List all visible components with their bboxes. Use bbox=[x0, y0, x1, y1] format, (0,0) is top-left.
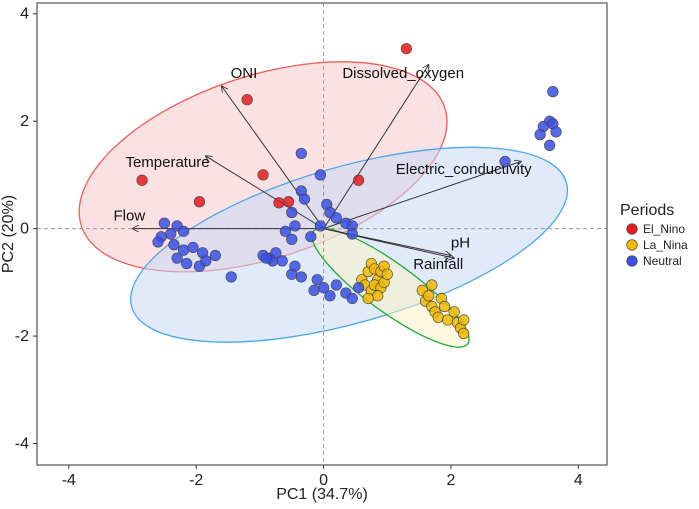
loading-arrow-electric-conductivity bbox=[323, 161, 521, 230]
data-point-neutral bbox=[544, 139, 556, 151]
data-point-el-nino bbox=[282, 196, 295, 208]
data-point-la-nina bbox=[372, 290, 384, 302]
loading-label-dissolved-oxygen: Dissolved_oxygen bbox=[342, 65, 464, 82]
data-point-neutral bbox=[346, 292, 358, 305]
data-point-neutral bbox=[324, 290, 336, 302]
data-point-la-nina bbox=[458, 327, 470, 339]
data-point-neutral bbox=[158, 217, 170, 229]
loading-label-ph: pH bbox=[451, 234, 470, 251]
data-point-neutral bbox=[330, 279, 342, 291]
data-point-neutral bbox=[286, 206, 298, 219]
y-axis-title: PC2 (20%) bbox=[0, 195, 17, 273]
x-tick-label: 0 bbox=[319, 472, 328, 489]
axes-layer: -4 -2 0 2 4 -4 -2 0 2 4 PC1 (34.7%) PC2 (20%) bbox=[0, 6, 583, 503]
legend-swatch-neutral bbox=[626, 255, 638, 267]
data-point-neutral bbox=[165, 228, 177, 240]
data-point-neutral bbox=[346, 228, 358, 240]
data-point-el-nino bbox=[193, 196, 206, 208]
x-tick-label: 2 bbox=[447, 472, 456, 489]
data-point-neutral bbox=[499, 155, 511, 168]
data-point-el-nino bbox=[273, 197, 285, 209]
data-point-neutral bbox=[286, 268, 298, 280]
y-tick-label: 4 bbox=[20, 6, 29, 23]
x-tick-label: 4 bbox=[574, 472, 583, 489]
x-axis-title: PC1 (34.7%) bbox=[276, 486, 368, 503]
data-point-neutral bbox=[317, 282, 330, 294]
data-point-la-nina bbox=[432, 311, 444, 323]
legend-label-el-nino: El_Nino bbox=[643, 222, 685, 236]
data-point-neutral bbox=[181, 257, 193, 270]
data-point-neutral bbox=[171, 252, 183, 264]
data-point-neutral bbox=[295, 147, 307, 160]
legend-label-neutral: Neutral bbox=[643, 254, 682, 268]
data-point-neutral bbox=[286, 233, 298, 245]
data-point-neutral bbox=[305, 231, 317, 243]
data-point-neutral bbox=[260, 252, 272, 264]
data-point-la-nina bbox=[426, 279, 438, 291]
legend-swatch-el-nino bbox=[626, 223, 638, 235]
data-point-neutral bbox=[547, 86, 559, 98]
data-point-la-nina bbox=[448, 306, 460, 318]
data-point-neutral bbox=[225, 271, 237, 283]
loading-arrow-oni bbox=[222, 86, 324, 229]
panel-frame bbox=[36, 2, 608, 466]
data-point-el-nino bbox=[257, 169, 269, 181]
data-point-neutral bbox=[279, 225, 291, 237]
data-point-neutral bbox=[177, 225, 190, 237]
data-point-la-nina bbox=[423, 290, 435, 302]
data-point-neutral bbox=[295, 271, 307, 283]
data-point-neutral bbox=[550, 126, 562, 138]
data-point-la-nina bbox=[381, 268, 393, 280]
loading-label-temperature: Temperature bbox=[125, 154, 209, 171]
loading-label-oni: ONI bbox=[231, 65, 258, 82]
loading-arrows-layer: ONI Dissolved_oxygen Temperature Electric_c… bbox=[114, 65, 532, 273]
data-point-neutral bbox=[330, 212, 342, 224]
data-point-neutral bbox=[314, 220, 327, 232]
data-point-neutral bbox=[289, 220, 301, 232]
legend: Periods El_Nino La_Nina Neutral bbox=[620, 202, 688, 268]
data-point-el-nino bbox=[400, 43, 412, 55]
data-point-la-nina bbox=[362, 292, 374, 305]
data-point-neutral bbox=[200, 255, 212, 267]
loading-arrow-dissolved-oxygen bbox=[323, 65, 429, 229]
loading-arrow-rainfall bbox=[323, 228, 455, 259]
data-point-el-nino bbox=[353, 174, 365, 186]
y-tick-label: -4 bbox=[15, 436, 29, 453]
y-tick-label: 2 bbox=[20, 113, 29, 130]
x-tick-label: -2 bbox=[189, 472, 203, 489]
data-points-layer bbox=[136, 43, 562, 339]
data-point-neutral bbox=[308, 284, 320, 297]
data-point-neutral bbox=[168, 239, 180, 251]
loading-arrow-temperature bbox=[206, 156, 324, 230]
data-point-neutral bbox=[311, 274, 323, 286]
loading-label-flow: Flow bbox=[114, 208, 146, 225]
confidence-ellipse-la-nina bbox=[311, 227, 470, 348]
data-point-neutral bbox=[298, 193, 311, 205]
y-tick-label: -2 bbox=[15, 328, 29, 345]
data-point-neutral bbox=[187, 241, 199, 254]
data-point-el-nino bbox=[241, 94, 253, 106]
loading-label-electric-conductivity: Electric_conductivity bbox=[396, 161, 532, 178]
data-point-neutral bbox=[534, 129, 546, 141]
legend-title: Periods bbox=[620, 202, 674, 219]
data-point-neutral bbox=[152, 236, 164, 248]
ellipse-layer bbox=[78, 61, 569, 348]
data-point-neutral bbox=[270, 247, 282, 259]
loading-label-rainfall: Rainfall bbox=[413, 256, 463, 273]
x-tick-label: -4 bbox=[62, 472, 76, 489]
data-point-neutral bbox=[276, 255, 288, 267]
data-point-el-nino bbox=[136, 174, 148, 186]
data-point-neutral bbox=[209, 249, 221, 262]
legend-label-la-nina: La_Nina bbox=[643, 238, 688, 252]
y-tick-label: 0 bbox=[20, 221, 29, 238]
data-point-la-nina bbox=[438, 300, 451, 313]
data-point-neutral bbox=[353, 282, 365, 294]
data-point-la-nina bbox=[458, 314, 470, 326]
data-point-neutral bbox=[314, 169, 327, 181]
panel-border bbox=[36, 2, 608, 466]
legend-swatch-la-nina bbox=[626, 239, 638, 251]
